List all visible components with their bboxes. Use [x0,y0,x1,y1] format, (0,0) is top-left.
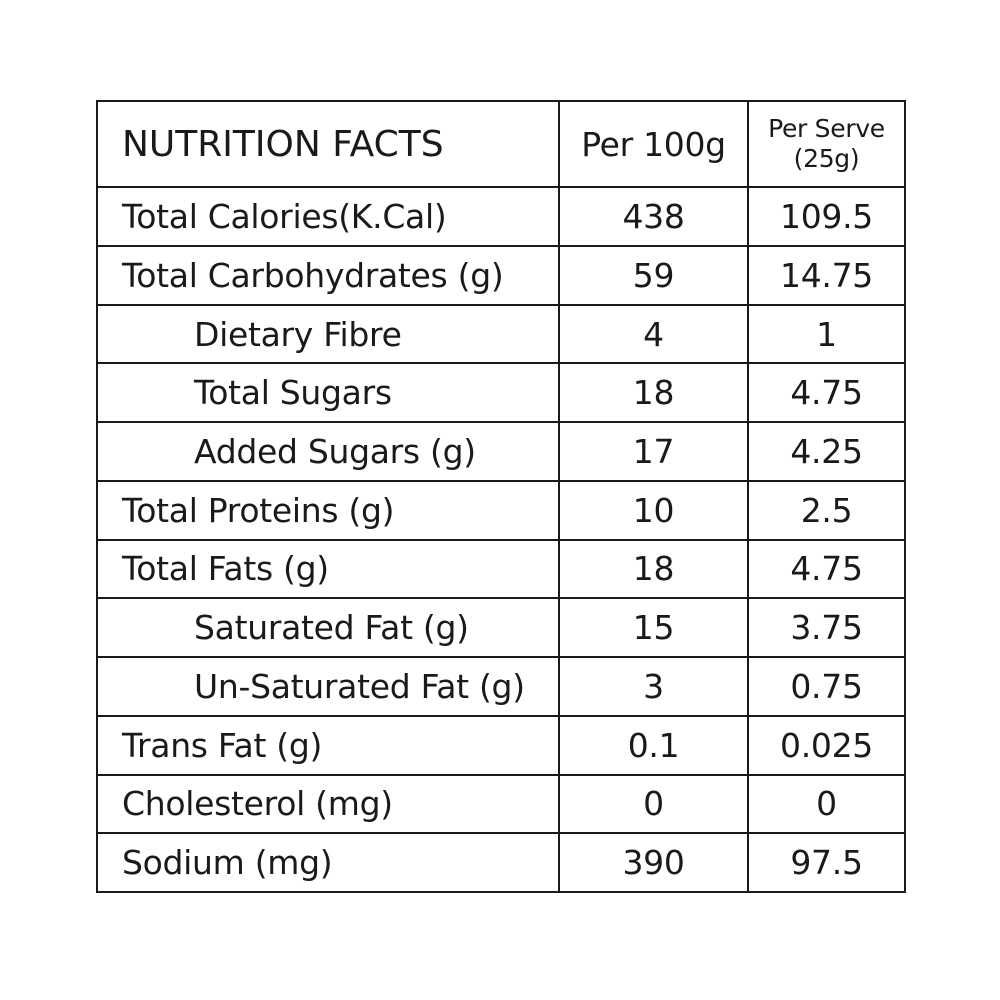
table-row: Cholesterol (mg) 0 0 [96,773,906,835]
table-header-row: NUTRITION FACTS Per 100g Per Serve (25g) [96,99,906,189]
per-serve-value: 3.75 [747,597,906,659]
table-row: Un-Saturated Fat (g) 3 0.75 [96,656,906,717]
column-header-per-serve: Per Serve (25g) [747,99,906,189]
table-row: Sodium (mg) 390 97.5 [96,832,906,893]
nutrient-name: Dietary Fibre [96,303,560,365]
table-row: Total Fats (g) 18 4.75 [96,538,906,600]
nutrient-name: Saturated Fat (g) [96,597,560,659]
per-serve-value: 109.5 [747,186,906,248]
per-serve-value: 0 [747,773,906,835]
per-100g-value: 59 [558,245,749,306]
nutrient-name: Added Sugars (g) [96,421,560,482]
table-row: Total Proteins (g) 10 2.5 [96,479,906,541]
per-100g-value: 390 [558,832,749,893]
per-serve-value: 2.5 [747,479,906,541]
per-serve-value: 0.75 [747,656,906,717]
per-100g-value: 18 [558,538,749,600]
table-row: Saturated Fat (g) 15 3.75 [96,597,906,659]
per-100g-value: 0 [558,773,749,835]
per-serve-value: 4.25 [747,421,906,482]
table-title: NUTRITION FACTS [96,99,560,189]
column-header-per-serve-size: (25g) [793,144,860,174]
per-serve-value: 4.75 [747,538,906,600]
nutrient-name: Un-Saturated Fat (g) [96,656,560,717]
table-row: Total Sugars 18 4.75 [96,362,906,424]
per-100g-value: 15 [558,597,749,659]
per-serve-value: 1 [747,303,906,365]
nutrient-name: Total Proteins (g) [96,479,560,541]
table-row: Dietary Fibre 4 1 [96,303,906,365]
per-100g-value: 3 [558,656,749,717]
per-100g-value: 0.1 [558,714,749,776]
per-serve-value: 97.5 [747,832,906,893]
per-100g-value: 17 [558,421,749,482]
nutrient-name: Cholesterol (mg) [96,773,560,835]
nutrient-name: Total Sugars [96,362,560,424]
per-serve-value: 0.025 [747,714,906,776]
column-header-per-100g: Per 100g [558,99,749,189]
nutrient-name: Trans Fat (g) [96,714,560,776]
nutrient-name: Sodium (mg) [96,832,560,893]
per-100g-value: 10 [558,479,749,541]
per-serve-value: 14.75 [747,245,906,306]
per-serve-value: 4.75 [747,362,906,424]
per-100g-value: 438 [558,186,749,248]
per-100g-value: 18 [558,362,749,424]
per-100g-value: 4 [558,303,749,365]
nutrient-name: Total Fats (g) [96,538,560,600]
table-row: Trans Fat (g) 0.1 0.025 [96,714,906,776]
nutrient-name: Total Carbohydrates (g) [96,245,560,306]
nutrition-facts-table: NUTRITION FACTS Per 100g Per Serve (25g)… [96,99,906,893]
table-row: Added Sugars (g) 17 4.25 [96,421,906,482]
nutrient-name: Total Calories(K.Cal) [96,186,560,248]
column-header-per-serve-label: Per Serve [768,114,885,144]
table-row: Total Carbohydrates (g) 59 14.75 [96,245,906,306]
table-row: Total Calories(K.Cal) 438 109.5 [96,186,906,248]
